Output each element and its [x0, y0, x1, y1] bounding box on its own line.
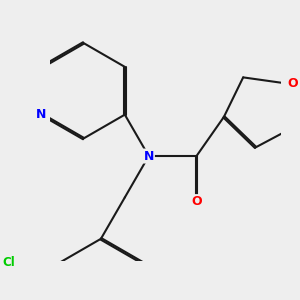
Text: O: O: [191, 195, 202, 208]
Text: N: N: [143, 149, 154, 163]
Text: Cl: Cl: [2, 256, 15, 269]
Text: O: O: [287, 77, 298, 90]
Text: N: N: [36, 108, 46, 121]
